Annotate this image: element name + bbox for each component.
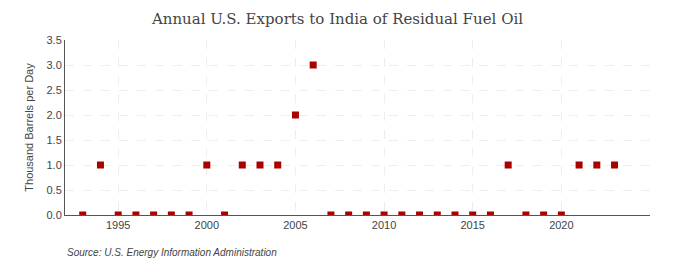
svg-text:1.0: 1.0	[47, 159, 62, 171]
svg-text:2020: 2020	[549, 219, 573, 231]
svg-text:2010: 2010	[372, 219, 396, 231]
svg-text:0.5: 0.5	[47, 184, 62, 196]
svg-text:2.5: 2.5	[47, 84, 62, 96]
svg-text:3.0: 3.0	[47, 59, 62, 71]
svg-text:1995: 1995	[106, 219, 130, 231]
svg-text:2000: 2000	[195, 219, 219, 231]
svg-text:2015: 2015	[460, 219, 484, 231]
svg-text:Source: U.S. Energy Informatio: Source: U.S. Energy Information Administ…	[67, 247, 277, 258]
svg-text:Thousand Barrels per Day: Thousand Barrels per Day	[23, 63, 35, 192]
svg-text:1.5: 1.5	[47, 134, 62, 146]
svg-text:0.0: 0.0	[47, 209, 62, 221]
svg-text:2005: 2005	[283, 219, 307, 231]
svg-text:Annual U.S. Exports to India o: Annual U.S. Exports to India of Residual…	[151, 10, 523, 28]
svg-text:3.5: 3.5	[47, 34, 62, 46]
svg-text:2.0: 2.0	[47, 109, 62, 121]
